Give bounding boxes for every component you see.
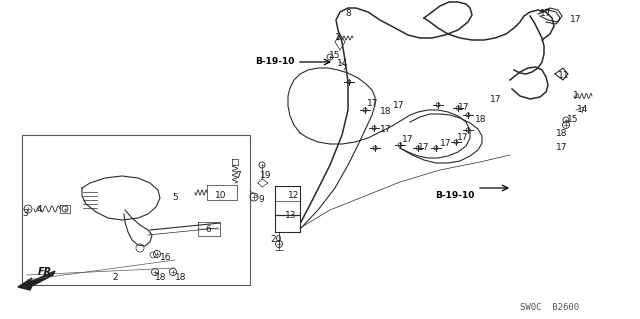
Text: 16: 16 [160,254,172,263]
Text: 18: 18 [155,273,166,283]
Text: 17: 17 [440,138,451,147]
Text: 15: 15 [329,50,340,60]
Text: 18: 18 [380,108,392,116]
Text: 4: 4 [37,204,43,213]
Text: 3: 3 [22,209,28,218]
Polygon shape [18,271,55,290]
Text: B-19-10: B-19-10 [436,190,475,199]
Text: 17: 17 [457,133,468,143]
Text: 11: 11 [558,70,570,79]
Text: 7: 7 [235,170,241,180]
Text: SW0C  B2600: SW0C B2600 [520,303,579,313]
Text: B-19-10: B-19-10 [255,57,295,66]
Text: FR.: FR. [38,267,56,277]
Bar [22,135,250,285]
Text: 20: 20 [270,235,282,244]
Text: 17: 17 [418,144,429,152]
Text: 17: 17 [540,10,552,19]
Text: 17: 17 [570,16,582,25]
Text: 14: 14 [337,58,348,68]
Text: 5: 5 [172,192,178,202]
Text: 6: 6 [205,226,211,234]
Text: 17: 17 [458,102,470,112]
Text: 15: 15 [567,115,579,124]
Text: 1: 1 [573,92,579,100]
Text: 1: 1 [335,33,340,42]
Text: 17: 17 [402,136,413,145]
Text: 14: 14 [577,105,588,114]
Text: 17: 17 [367,99,378,108]
Text: 18: 18 [475,115,486,124]
Text: 10: 10 [215,190,227,199]
Text: 12: 12 [288,190,300,199]
Text: 8: 8 [345,10,351,19]
Text: 17: 17 [556,143,568,152]
Text: 18: 18 [556,129,568,137]
Text: 17: 17 [380,125,392,135]
Text: 9: 9 [258,196,264,204]
Text: 17: 17 [490,95,502,105]
Text: 2: 2 [112,272,118,281]
Text: 19: 19 [260,170,271,180]
Text: 18: 18 [175,273,186,283]
Text: 13: 13 [285,211,296,219]
Text: 17: 17 [393,101,404,110]
